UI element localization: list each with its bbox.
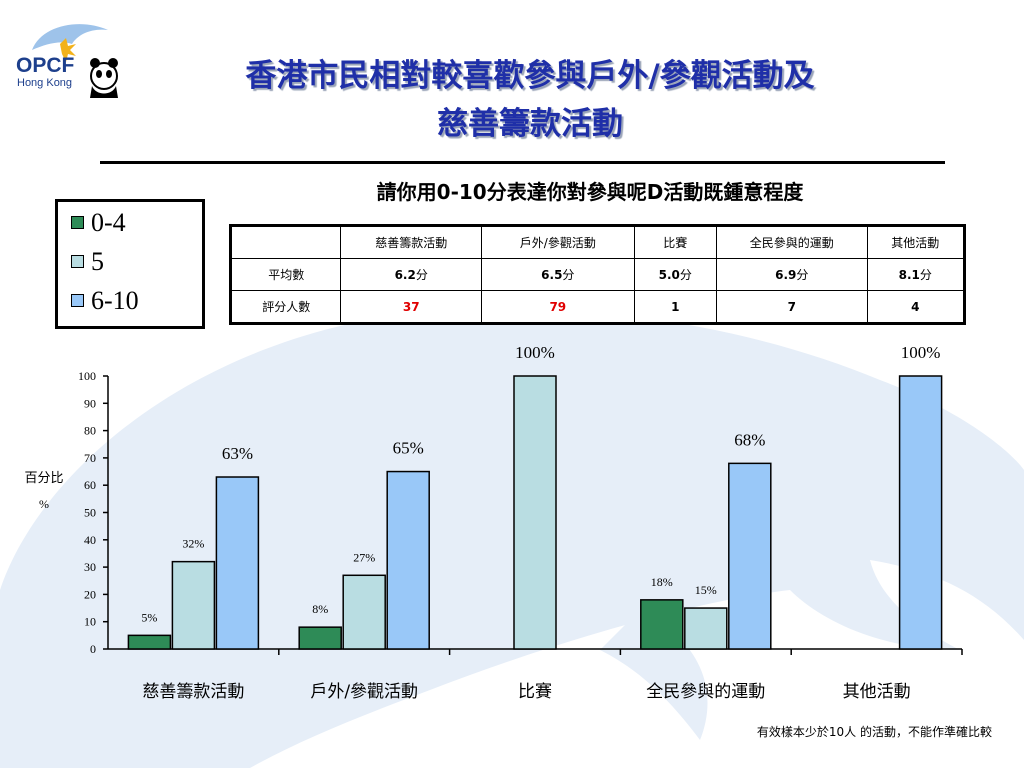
legend-swatch-6-10 xyxy=(71,294,84,307)
y-tick-label: 70 xyxy=(84,451,96,465)
data-label: 15% xyxy=(695,583,717,597)
chart-legend: 0-4 5 6-10 xyxy=(55,199,205,329)
panda-dolphin-icon xyxy=(32,24,118,98)
cell-value: 1 xyxy=(671,299,680,314)
page-title-line-2: 慈善籌款活動 xyxy=(437,106,623,142)
legend-label: 0-4 xyxy=(91,208,126,237)
data-label: 100% xyxy=(901,343,941,362)
legend-label: 6-10 xyxy=(91,286,139,315)
legend-label: 5 xyxy=(91,247,104,276)
data-label: 27% xyxy=(353,550,375,564)
table-cell: 6.2分 xyxy=(340,258,482,291)
title-divider xyxy=(100,161,945,164)
cell-value: 37 xyxy=(402,299,420,314)
cell-value: 6.9 xyxy=(775,268,797,282)
y-tick-label: 0 xyxy=(90,642,96,656)
cell-unit: 分 xyxy=(919,268,932,282)
y-tick-label: 90 xyxy=(84,396,96,410)
bar-5-3 xyxy=(684,607,728,650)
y-tick-label: 60 xyxy=(84,478,96,492)
logo xyxy=(12,14,132,104)
y-axis-label: 百分比 xyxy=(24,471,63,486)
data-label: 68% xyxy=(734,430,765,449)
table-cell: 5.0分 xyxy=(633,258,717,291)
bar-0-4-3 xyxy=(640,599,684,650)
data-label: 100% xyxy=(515,343,555,362)
data-label: 63% xyxy=(222,444,253,463)
table-header-cell: 慈善籌款活動 xyxy=(340,225,482,259)
cell-value: 6.5 xyxy=(541,268,563,282)
legend-item-6-10: 6-10 xyxy=(71,286,139,316)
bar-6-10-3 xyxy=(728,462,772,650)
row-label: 評分人數 xyxy=(229,290,342,324)
bar-0-4-1 xyxy=(298,626,342,650)
table-cell: 37 xyxy=(340,290,482,324)
cell-value: 79 xyxy=(549,299,567,314)
data-label: 8% xyxy=(312,602,328,616)
data-label: 5% xyxy=(141,610,157,624)
cell-value: 4 xyxy=(911,299,920,314)
summary-table: 慈善籌款活動 戶外/參觀活動 比賽 全民參與的運動 其他活動 平均數 6.2分 … xyxy=(229,224,966,325)
bar-6-10-1 xyxy=(386,470,430,650)
x-tick-label: 戶外/參觀活動 xyxy=(310,682,418,702)
bar-5-1 xyxy=(342,574,386,650)
x-tick-label: 慈善籌款活動 xyxy=(142,682,244,702)
table-row-mean: 平均數 6.2分 6.5分 5.0分 6.9分 8.1分 xyxy=(229,258,966,291)
table-cell: 79 xyxy=(481,290,635,324)
legend-item-5: 5 xyxy=(71,247,104,277)
legend-swatch-0-4 xyxy=(71,216,84,229)
table-cell: 8.1分 xyxy=(866,258,966,291)
table-header-row: 慈善籌款活動 戶外/參觀活動 比賽 全民參與的運動 其他活動 xyxy=(229,225,966,259)
table-cell: 4 xyxy=(866,290,966,324)
survey-question: 請你用0-10分表達你對參與呢D活動既鍾意程度 xyxy=(376,180,804,204)
y-tick-label: 10 xyxy=(84,615,96,629)
table-header-cell xyxy=(229,225,342,259)
y-tick-label: 30 xyxy=(84,560,96,574)
logo-subtext: Hong Kong xyxy=(17,77,73,89)
data-label: 32% xyxy=(182,537,204,551)
bar-chart: 0 10 20 30 40 50 60 70 80 90 100 百分比% 慈善籌款活動 戶外/參觀活動 比… xyxy=(24,343,963,702)
table-cell: 1 xyxy=(633,290,717,324)
cell-unit: 分 xyxy=(415,268,428,282)
table-cell: 6.9分 xyxy=(715,258,868,291)
table-header-cell: 全民參與的運動 xyxy=(715,225,868,259)
x-tick-label: 全民參與的運動 xyxy=(646,682,765,702)
y-tick-label: 40 xyxy=(84,533,96,547)
table-header-cell: 其他活動 xyxy=(866,225,966,259)
table-cell: 6.5分 xyxy=(481,258,635,291)
data-label: 18% xyxy=(651,575,673,589)
legend-item-0-4: 0-4 xyxy=(71,208,126,238)
x-tick-label: 比賽 xyxy=(518,681,552,702)
table-header-cell: 比賽 xyxy=(633,225,717,259)
y-tick-label: 100 xyxy=(78,369,96,383)
cell-value: 6.2 xyxy=(394,268,416,282)
cell-value: 8.1 xyxy=(898,268,920,282)
table-cell: 7 xyxy=(715,290,868,324)
legend-swatch-5 xyxy=(71,255,84,268)
y-tick-label: 80 xyxy=(84,424,96,438)
y-tick-label: 20 xyxy=(84,587,96,601)
y-axis-unit: % xyxy=(39,497,49,511)
bar-5-0 xyxy=(171,560,216,650)
cell-value: 7 xyxy=(787,299,796,314)
row-label: 平均數 xyxy=(229,258,342,291)
cell-unit: 分 xyxy=(679,268,692,282)
x-tick-label: 其他活動 xyxy=(843,682,911,702)
cell-unit: 分 xyxy=(796,268,809,282)
logo-text: OPCF xyxy=(16,54,75,77)
page-title-line-1: 香港市民相對較喜歡參與戶外/參觀活動及 xyxy=(245,58,815,94)
footnote: 有效樣本少於10人 的活動，不能作準確比較 xyxy=(756,725,992,739)
data-label: 65% xyxy=(393,439,424,458)
bar-6-10-4 xyxy=(898,375,943,650)
table-row-count: 評分人數 37 79 1 7 4 xyxy=(229,290,966,324)
bar-6-10-0 xyxy=(215,476,260,650)
cell-unit: 分 xyxy=(562,268,575,282)
bar-0-4-0 xyxy=(127,634,172,650)
bar-5-2 xyxy=(513,375,557,650)
cell-value: 5.0 xyxy=(658,268,680,282)
y-tick-label: 50 xyxy=(84,506,96,520)
table-header-cell: 戶外/參觀活動 xyxy=(481,225,635,259)
